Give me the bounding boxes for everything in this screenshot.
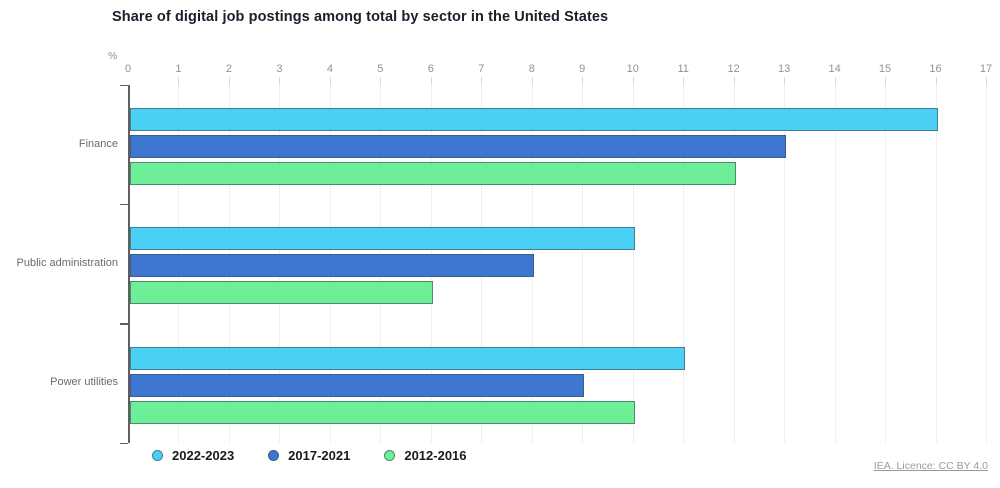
x-tick-label-5: 5 (377, 63, 384, 75)
legend: 2022-2023 2017-2021 2012-2016 (152, 448, 467, 463)
x-tick-mark-3 (279, 77, 281, 86)
legend-item-2017-2021[interactable]: 2017-2021 (268, 448, 350, 463)
x-tick-label-0: 0 (124, 63, 132, 75)
bar-public-administration-2022-2023[interactable] (130, 227, 635, 251)
gridline-17 (986, 85, 987, 443)
gridline-15 (885, 85, 887, 443)
x-tick-mark-8 (531, 77, 533, 86)
bar-power-utilities-2022-2023[interactable] (130, 346, 686, 370)
gridline-14 (834, 85, 836, 443)
x-tick-mark-6 (430, 77, 432, 86)
license-link[interactable]: IEA. Licence: CC BY 4.0 (873, 460, 988, 472)
legend-swatch-2012-2016 (384, 450, 396, 461)
gridline-11 (683, 85, 685, 443)
x-tick-label-13: 13 (777, 63, 791, 75)
legend-swatch-2017-2021 (268, 450, 280, 461)
legend-item-2022-2023[interactable]: 2022-2023 (152, 448, 234, 463)
x-tick-mark-12 (733, 77, 735, 86)
x-tick-mark-5 (380, 77, 382, 86)
gridline-9 (582, 85, 584, 443)
gridline-16 (935, 85, 937, 443)
x-tick-mark-14 (834, 77, 836, 86)
x-tick-label-14: 14 (828, 63, 841, 75)
y-axis-tick-2 (120, 323, 128, 325)
x-tick-mark-4 (329, 77, 331, 86)
x-tick-label-17: 17 (979, 63, 993, 75)
bar-finance-2017-2021[interactable] (130, 135, 787, 158)
bar-public-administration-2012-2016[interactable] (130, 281, 433, 305)
axis-unit-label: % (108, 50, 118, 62)
x-tick-label-3: 3 (276, 63, 283, 75)
y-axis-line (128, 85, 130, 443)
x-tick-label-2: 2 (225, 63, 232, 75)
gridline-12 (733, 85, 735, 443)
x-tick-label-8: 8 (528, 63, 535, 75)
x-tick-mark-17 (986, 77, 987, 86)
category-label-power-utilities: Power utilities (50, 376, 118, 389)
bar-finance-2022-2023[interactable] (130, 108, 938, 131)
category-label-finance: Finance (78, 137, 118, 150)
x-tick-mark-11 (683, 77, 685, 86)
bar-power-utilities-2017-2021[interactable] (130, 373, 585, 397)
y-axis-tick-3 (120, 442, 128, 444)
x-tick-mark-13 (784, 77, 786, 86)
gridline-13 (784, 85, 786, 443)
x-tick-label-10: 10 (626, 63, 639, 75)
chart-title: Share of digital job postings among tota… (112, 9, 609, 25)
x-tick-mark-2 (228, 77, 230, 86)
x-tick-label-9: 9 (579, 63, 586, 75)
x-tick-mark-15 (885, 77, 887, 86)
x-tick-label-4: 4 (326, 63, 333, 75)
legend-item-2012-2016[interactable]: 2012-2016 (384, 448, 467, 463)
gridline-10 (632, 85, 634, 443)
x-tick-mark-16 (935, 77, 937, 86)
x-tick-mark-10 (632, 77, 634, 86)
x-tick-mark-9 (582, 77, 584, 86)
bar-public-administration-2017-2021[interactable] (130, 254, 534, 278)
bar-power-utilities-2012-2016[interactable] (130, 400, 635, 424)
x-tick-label-7: 7 (478, 63, 485, 75)
legend-label-2022-2023: 2022-2023 (172, 448, 235, 463)
x-tick-label-15: 15 (878, 63, 892, 75)
x-tick-label-1: 1 (175, 63, 182, 75)
x-tick-label-12: 12 (727, 63, 740, 75)
x-tick-mark-1 (178, 77, 180, 86)
y-axis-tick-0 (120, 84, 128, 86)
x-tick-label-16: 16 (929, 63, 942, 75)
legend-swatch-2022-2023 (152, 450, 163, 461)
x-tick-label-6: 6 (427, 63, 434, 75)
legend-label-2017-2021: 2017-2021 (288, 448, 351, 463)
x-tick-label-11: 11 (677, 63, 689, 75)
legend-label-2012-2016: 2012-2016 (404, 448, 467, 463)
x-tick-mark-7 (481, 77, 483, 86)
bar-finance-2012-2016[interactable] (130, 162, 736, 185)
category-label-public-administration: Public administration (16, 257, 119, 269)
y-axis-tick-1 (120, 203, 128, 206)
